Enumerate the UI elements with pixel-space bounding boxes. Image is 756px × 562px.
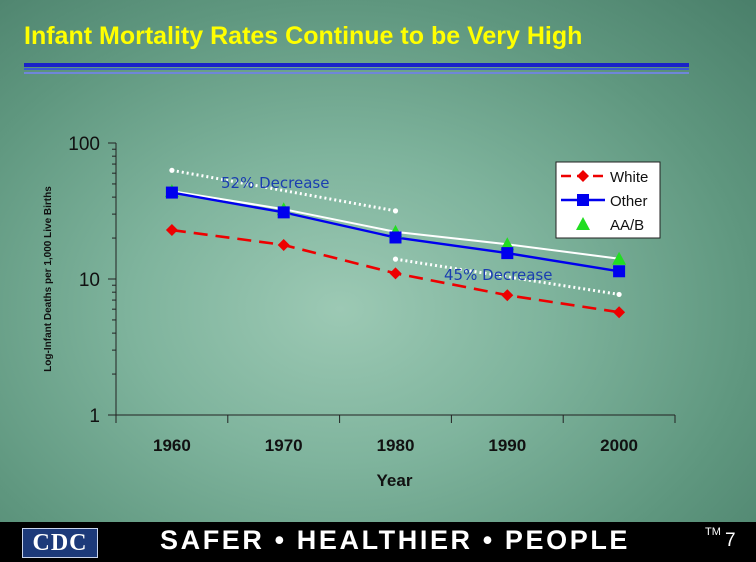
reference-point [616, 291, 622, 298]
reference-lines [169, 167, 622, 298]
series-markers [164, 184, 627, 319]
annotation-label: 52% Decrease [221, 174, 329, 192]
cdc-logo: CDC [22, 528, 98, 558]
data-point-other [277, 206, 290, 219]
reference-point [392, 256, 399, 262]
legend-label-other: Other [610, 193, 648, 210]
cdc-logo-text: CDC [32, 529, 88, 556]
data-point-other [613, 265, 626, 278]
footer-bar: CDC SAFER • HEALTHIER • PEOPLE TM 7 [0, 522, 756, 562]
trademark-mark: TM [705, 526, 721, 538]
title-underline-thick [24, 63, 689, 67]
legend-label-aab: AA/B [610, 217, 644, 234]
y-tick-label: 1 [89, 406, 100, 427]
legend-marker-aab [576, 217, 590, 230]
data-point-white [165, 224, 178, 237]
data-point-other [501, 247, 514, 260]
slide-title: Infant Mortality Rates Continue to be Ve… [24, 22, 583, 50]
data-point-white [613, 306, 626, 319]
x-axis-title: Year [377, 471, 413, 490]
reference-point [392, 208, 399, 214]
legend-marker-white [577, 170, 589, 182]
x-tick-label: 1960 [153, 436, 191, 455]
legend-label-white: White [610, 169, 648, 186]
chart-legend: White Other AA/B [555, 161, 661, 239]
data-point-white [277, 238, 290, 251]
line-chart: 100 10 1 1960 1970 1980 1990 2000 Year Log-Infant… [43, 134, 676, 490]
annotation-label: 45% Decrease [444, 266, 552, 284]
data-point-other [389, 231, 402, 244]
footer-tagline: SAFER • HEALTHIER • PEOPLE [160, 525, 631, 555]
data-point-other [165, 186, 178, 199]
y-tick-label: 100 [68, 134, 100, 155]
title-underline-middle [24, 68, 689, 70]
x-tick-label: 1980 [377, 436, 415, 455]
x-tick-label: 2000 [600, 436, 638, 455]
x-tick-label: 1970 [265, 436, 303, 455]
y-axis-title: Log-Infant Deaths per 1,000 Live Births [43, 186, 54, 372]
y-tick-label: 10 [79, 270, 100, 291]
reference-point [169, 167, 175, 173]
page-number: 7 [725, 530, 736, 551]
x-tick-label: 1990 [488, 436, 526, 455]
data-point-white [501, 289, 514, 302]
data-point-aab [500, 237, 515, 251]
chart-labels: 52% Decrease 45% Decrease [221, 174, 552, 284]
data-point-white [389, 267, 402, 280]
legend-marker-other [577, 194, 589, 206]
title-underline-thin [24, 72, 689, 74]
data-point-aab [612, 251, 627, 265]
chart-axes: 100 10 1 1960 1970 1980 1990 2000 Year Log-Infant… [43, 134, 676, 490]
